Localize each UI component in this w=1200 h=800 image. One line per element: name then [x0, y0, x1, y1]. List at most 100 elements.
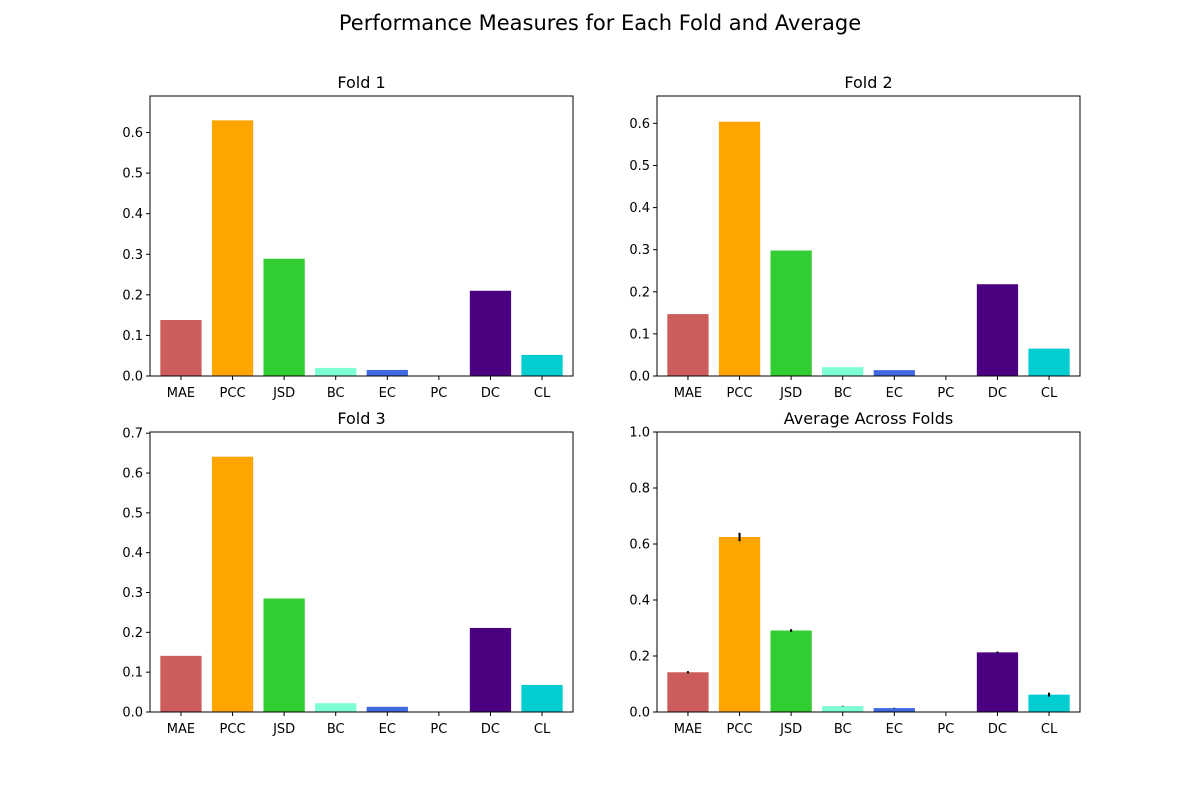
panel-3: 0.0 0.1 0.2 0.3 0.4 0.5 0.6 0.7 MAE PCC JSD BC EC PC D…: [122, 409, 574, 737]
y-tick-label: 0.6: [122, 467, 143, 482]
y-tick-label: 0.4: [122, 207, 143, 222]
bar-cl: [1028, 348, 1070, 376]
bar-bc: [315, 367, 357, 376]
panel-title: Average Across Folds: [784, 409, 953, 428]
bar-pcc: [718, 537, 761, 712]
y-tick-label: 0.1: [122, 666, 143, 681]
y-tick-label: 0.5: [122, 167, 143, 182]
x-tick-label-bc: BC: [834, 722, 852, 737]
x-tick-label-ec: EC: [886, 386, 903, 401]
x-tick-label-cl: CL: [534, 386, 551, 401]
panel-title: Fold 2: [844, 73, 892, 92]
x-tick-label-jsd: JSD: [779, 386, 802, 401]
bar-mae: [667, 314, 709, 376]
x-tick-label-dc: DC: [481, 722, 500, 737]
axes-frame: [656, 95, 1081, 377]
bar-ec: [366, 369, 408, 376]
y-tick-label: 0.3: [122, 248, 143, 263]
x-tick-label-cl: CL: [534, 722, 551, 737]
x-tick-label-cl: CL: [1041, 722, 1058, 737]
x-tick-label-dc: DC: [988, 722, 1007, 737]
panel-2: 0.0 0.1 0.2 0.3 0.4 0.5 0.6 MAE PCC JSD BC EC PC DC CL…: [629, 73, 1081, 401]
bar-mae: [667, 672, 709, 712]
x-tick-label-jsd: JSD: [272, 722, 295, 737]
bar-jsd: [263, 598, 305, 712]
y-tick-label: 0.1: [122, 329, 143, 344]
y-tick-label: 0.5: [629, 159, 650, 174]
bar-ec: [873, 370, 915, 376]
panel-title: Fold 1: [337, 73, 385, 92]
bar-dc: [469, 627, 512, 712]
y-tick-label: 0.3: [122, 586, 143, 601]
x-tick-label-dc: DC: [988, 386, 1007, 401]
x-tick-label-pc: PC: [430, 386, 447, 401]
bar-cl: [1028, 694, 1070, 712]
panel-title: Fold 3: [337, 409, 385, 428]
x-tick-label-bc: BC: [834, 386, 852, 401]
x-tick-label-bc: BC: [327, 386, 345, 401]
bar-dc: [976, 652, 1019, 712]
bar-pcc: [211, 456, 254, 712]
y-tick-label: 0.0: [122, 370, 143, 385]
bar-pcc: [718, 121, 761, 377]
x-tick-label-dc: DC: [481, 386, 500, 401]
bar-jsd: [770, 250, 812, 376]
y-tick-label: 0.4: [629, 201, 650, 216]
bar-bc: [822, 706, 864, 712]
x-tick-label-mae: MAE: [167, 722, 195, 737]
y-tick-label: 0.0: [629, 370, 650, 385]
x-tick-label-ec: EC: [379, 386, 396, 401]
x-tick-label-mae: MAE: [674, 722, 702, 737]
x-tick-label-pc: PC: [937, 722, 954, 737]
figure-title: Performance Measures for Each Fold and A…: [338, 11, 862, 35]
y-tick-label: 0.1: [629, 327, 650, 342]
y-tick-label: 1.0: [629, 426, 650, 441]
x-tick-label-ec: EC: [379, 722, 396, 737]
bar-bc: [315, 703, 357, 712]
bar-cl: [521, 354, 563, 376]
bar-jsd: [263, 258, 305, 376]
y-tick-label: 0.0: [122, 706, 143, 721]
y-tick-label: 0.4: [629, 594, 650, 609]
x-tick-label-pcc: PCC: [220, 386, 246, 401]
panel-1: 0.0 0.1 0.2 0.3 0.4 0.5 0.6 MAE PCC JSD BC EC PC DC CL…: [122, 73, 574, 401]
axes-frame: [149, 431, 574, 713]
bar-mae: [160, 320, 202, 376]
bar-ec: [366, 706, 408, 712]
y-tick-label: 0.2: [629, 650, 650, 665]
bar-bc: [822, 367, 864, 376]
x-tick-label-cl: CL: [1041, 386, 1058, 401]
y-tick-label: 0.8: [629, 482, 650, 497]
axes-frame: [656, 431, 1081, 713]
x-tick-label-jsd: JSD: [779, 722, 802, 737]
bar-ec: [873, 708, 915, 712]
axes-frame: [149, 95, 574, 377]
bar-dc: [976, 284, 1019, 376]
x-tick-label-mae: MAE: [674, 386, 702, 401]
y-tick-label: 0.6: [629, 538, 650, 553]
y-tick-label: 0.3: [629, 243, 650, 258]
y-tick-label: 0.2: [122, 288, 143, 303]
y-tick-label: 0.6: [629, 117, 650, 132]
x-tick-label-ec: EC: [886, 722, 903, 737]
bar-mae: [160, 655, 202, 712]
x-tick-label-bc: BC: [327, 722, 345, 737]
y-tick-label: 0.2: [122, 626, 143, 641]
y-tick-label: 0.6: [122, 126, 143, 141]
bar-dc: [469, 290, 512, 376]
x-tick-label-pc: PC: [937, 386, 954, 401]
y-tick-label: 0.2: [629, 285, 650, 300]
x-tick-label-pcc: PCC: [727, 386, 753, 401]
panel-4: 0.0 0.2 0.4 0.6 0.8 1.0 MAE PCC JSD BC EC PC DC CL Ave…: [629, 409, 1081, 737]
x-tick-label-pc: PC: [430, 722, 447, 737]
x-tick-label-mae: MAE: [167, 386, 195, 401]
y-tick-label: 0.4: [122, 546, 143, 561]
y-tick-label: 0.7: [122, 427, 143, 442]
y-tick-label: 0.0: [629, 706, 650, 721]
x-tick-label-jsd: JSD: [272, 386, 295, 401]
y-tick-label: 0.5: [122, 506, 143, 521]
bar-cl: [521, 684, 563, 712]
bar-pcc: [211, 120, 254, 376]
